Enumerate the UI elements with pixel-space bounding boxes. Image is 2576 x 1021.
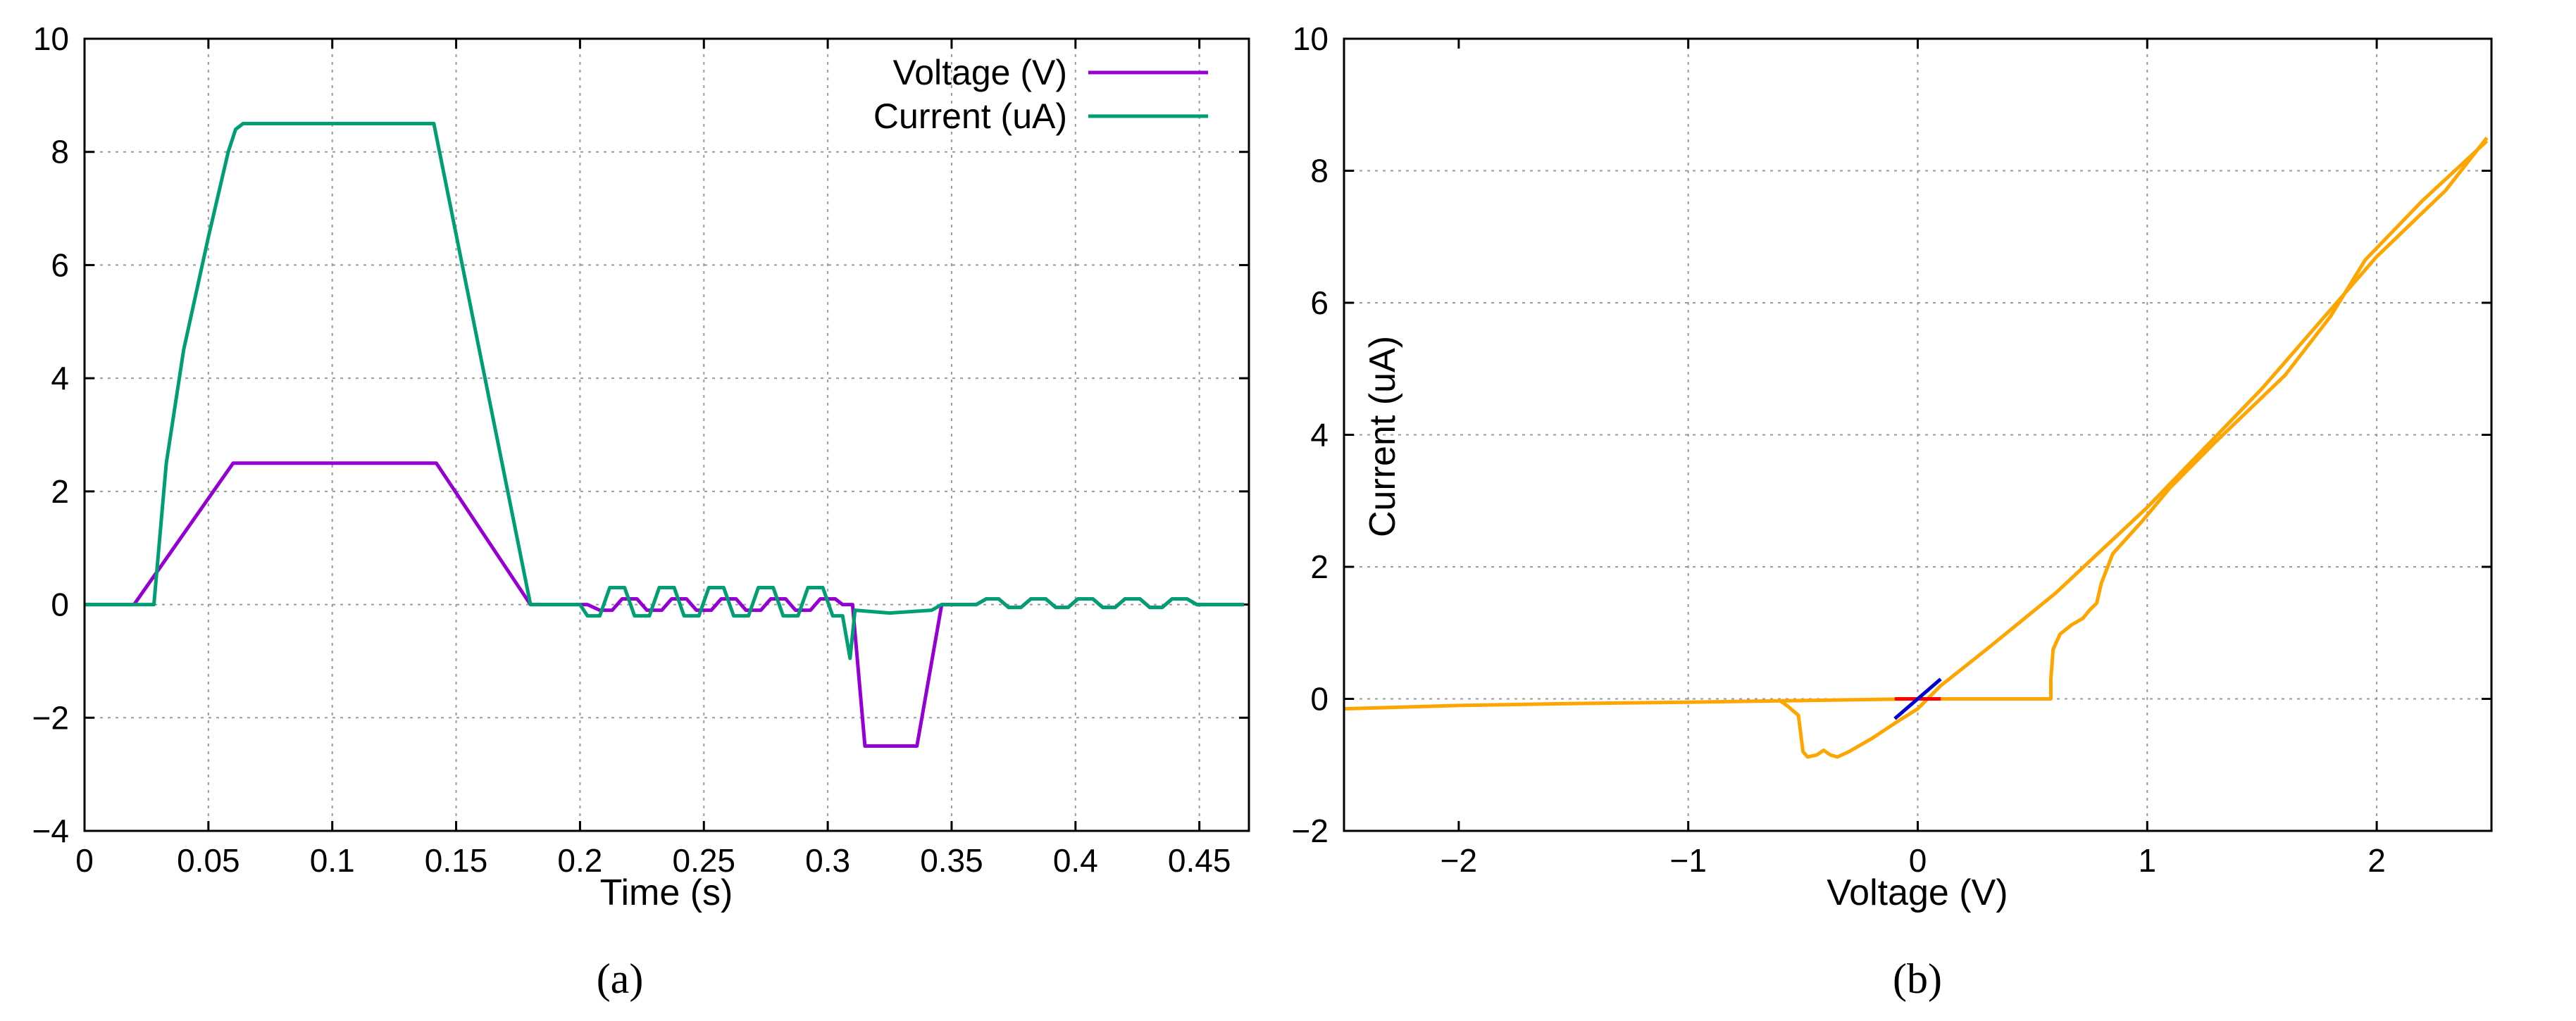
chart-b-frame <box>1343 37 2493 832</box>
chart-a-legend: Voltage (V) Current (uA) <box>873 53 1208 136</box>
chart-a: 0 0.05 0.1 0.15 0.2 0.25 0.3 0.35 0.4 0.45 −4 −2 0 2 4… <box>32 20 1250 1002</box>
y-tick-label: 10 <box>1293 20 1329 57</box>
y-tick-label: 6 <box>1310 284 1329 321</box>
chart-b-series <box>1343 137 2489 759</box>
chart-a-frame <box>83 37 1250 832</box>
x-tick-label: 2 <box>2367 842 2386 879</box>
y-tick-label: 8 <box>51 134 69 170</box>
y-tick-label: −2 <box>32 699 69 736</box>
legend-label-current: Current (uA) <box>873 96 1067 136</box>
x-tick-label: −1 <box>1669 842 1706 879</box>
x-tick-label: 0.15 <box>425 842 488 879</box>
chart-a-x-axis-label: Time (s) <box>600 872 733 913</box>
chart-a-series-line-1 <box>85 122 1244 660</box>
chart-b-series-line-3 <box>1893 677 1942 720</box>
x-tick-label: 0.1 <box>310 842 355 879</box>
chart-b-series-line-1 <box>1779 139 2489 703</box>
chart-a-caption: (a) <box>597 956 644 1002</box>
x-tick-label: 0.2 <box>557 842 602 879</box>
x-tick-label: 0.05 <box>177 842 240 879</box>
chart-b-caption: (b) <box>1893 956 1942 1002</box>
y-tick-label: 2 <box>1310 549 1329 585</box>
chart-b-tick-labels: −2 −1 0 1 2 −2 0 2 4 6 8 10 <box>1292 20 2386 879</box>
y-tick-label: −2 <box>1292 813 1329 849</box>
x-tick-label: 1 <box>2139 842 2157 879</box>
chart-a-series <box>85 122 1244 748</box>
y-tick-label: 4 <box>1310 417 1329 453</box>
x-tick-label: 0.45 <box>1168 842 1231 879</box>
y-tick-label: 0 <box>1310 681 1329 718</box>
x-tick-label: 0.3 <box>805 842 850 879</box>
y-tick-label: 6 <box>51 246 69 283</box>
chart-b: −2 −1 0 1 2 −2 0 2 4 6 8 10 Voltage (V) Current (uA… <box>1292 20 2493 1002</box>
y-tick-label: −4 <box>32 813 69 849</box>
y-tick-label: 4 <box>51 360 69 396</box>
y-tick-label: 10 <box>33 20 69 57</box>
legend-label-voltage: Voltage (V) <box>893 53 1067 92</box>
x-tick-label: 0 <box>1909 842 1927 879</box>
chart-a-tick-labels: 0 0.05 0.1 0.15 0.2 0.25 0.3 0.35 0.4 0.45 −4 −2 0 2 4… <box>32 20 1231 879</box>
chart-b-grid <box>1344 37 2491 832</box>
x-tick-label: 0.25 <box>672 842 735 879</box>
y-tick-label: 0 <box>51 587 69 623</box>
y-tick-label: 8 <box>1310 153 1329 189</box>
y-tick-label: 2 <box>51 473 69 510</box>
chart-b-y-axis-label: Current (uA) <box>1362 336 1403 537</box>
x-tick-label: 0.4 <box>1053 842 1098 879</box>
chart-a-grid <box>83 37 1249 832</box>
x-tick-label: 0 <box>75 842 94 879</box>
x-tick-label: 0.35 <box>920 842 983 879</box>
chart-b-x-axis-label: Voltage (V) <box>1827 872 2008 913</box>
x-tick-label: −2 <box>1441 842 1477 879</box>
chart-b-series-line-0 <box>1343 137 2489 759</box>
